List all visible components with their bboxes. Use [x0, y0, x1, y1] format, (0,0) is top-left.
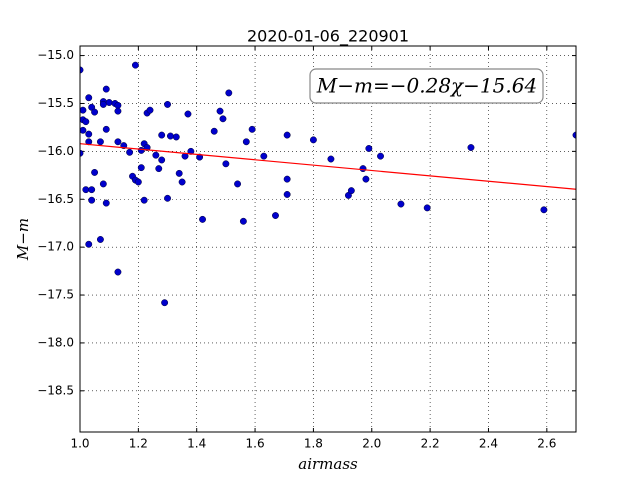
x-tick-label: 2.6 [537, 437, 556, 451]
point [283, 131, 291, 139]
y-tick-label: −16.5 [37, 192, 74, 206]
point [114, 101, 122, 109]
point [85, 240, 93, 248]
point [467, 144, 475, 151]
x-tick-label: 2.4 [479, 437, 498, 451]
y-tick-label: −17.5 [37, 288, 74, 302]
y-tick-label: −18.5 [37, 383, 74, 397]
point [242, 138, 250, 146]
point [377, 152, 384, 160]
point [114, 138, 122, 146]
point [283, 191, 291, 198]
point [540, 206, 548, 214]
point [134, 178, 142, 186]
point [152, 151, 160, 159]
x-tick-label: 1.4 [187, 437, 206, 451]
point [91, 168, 99, 176]
point [309, 136, 317, 144]
point [219, 115, 227, 123]
point [175, 169, 183, 177]
point [172, 133, 180, 141]
point [260, 152, 268, 160]
point [102, 85, 110, 93]
point [359, 165, 367, 173]
x-tick-label: 1.0 [70, 437, 89, 451]
y-tick-label: −15.5 [37, 96, 74, 110]
point [137, 146, 145, 154]
point [146, 106, 154, 114]
point [126, 148, 134, 156]
point [91, 108, 99, 116]
point [131, 61, 139, 69]
point [158, 131, 166, 139]
point [85, 130, 93, 138]
point [199, 215, 206, 223]
point [222, 160, 230, 168]
point [272, 212, 279, 219]
point [196, 153, 204, 161]
x-tick-label: 2.2 [421, 437, 440, 451]
point [88, 186, 96, 194]
point [140, 196, 148, 204]
point [137, 164, 145, 172]
point [82, 186, 90, 194]
point [248, 125, 256, 133]
x-tick-label: 1.6 [246, 437, 265, 451]
point [158, 156, 166, 164]
point [347, 187, 355, 195]
point [187, 147, 195, 155]
point [210, 127, 218, 135]
point [327, 155, 335, 163]
point [80, 106, 87, 114]
x-tick-label: 2.0 [362, 437, 381, 451]
y-tick-label: −18.0 [37, 335, 74, 349]
point [225, 89, 233, 97]
point [155, 165, 163, 173]
point [105, 99, 113, 106]
point [164, 194, 171, 202]
fit-annotation: M−m=−0.28χ−15.64 [316, 74, 537, 98]
point [85, 94, 93, 102]
y-axis-label: M−m [14, 218, 32, 261]
annotation-box [309, 68, 544, 104]
point [365, 145, 373, 152]
point [161, 299, 169, 307]
point [99, 180, 107, 188]
point [102, 199, 110, 207]
point [88, 196, 96, 204]
point [423, 204, 431, 212]
point [80, 126, 87, 134]
point [82, 118, 90, 126]
point [96, 236, 104, 243]
point [164, 100, 171, 108]
point [234, 180, 242, 188]
point [397, 200, 405, 208]
y-tick-label: −17.0 [37, 240, 74, 254]
point [166, 132, 174, 140]
point [96, 138, 104, 146]
point [184, 110, 192, 118]
x-tick-label: 1.2 [129, 437, 148, 451]
point [102, 125, 110, 133]
point [114, 107, 122, 115]
point [216, 107, 224, 115]
fit-line [80, 143, 576, 190]
point [283, 175, 291, 183]
point [99, 100, 107, 108]
point [362, 175, 370, 183]
plot-frame [79, 45, 577, 433]
x-axis-label: airmass [298, 455, 358, 473]
point [114, 268, 122, 276]
y-tick-label: −15.0 [37, 48, 74, 62]
x-tick-label: 1.8 [304, 437, 323, 451]
plot-area [80, 61, 576, 307]
point [178, 178, 186, 186]
chart-title: 2020-01-06_220901 [247, 27, 409, 47]
y-tick-label: −16.0 [37, 144, 74, 158]
point [239, 217, 247, 225]
